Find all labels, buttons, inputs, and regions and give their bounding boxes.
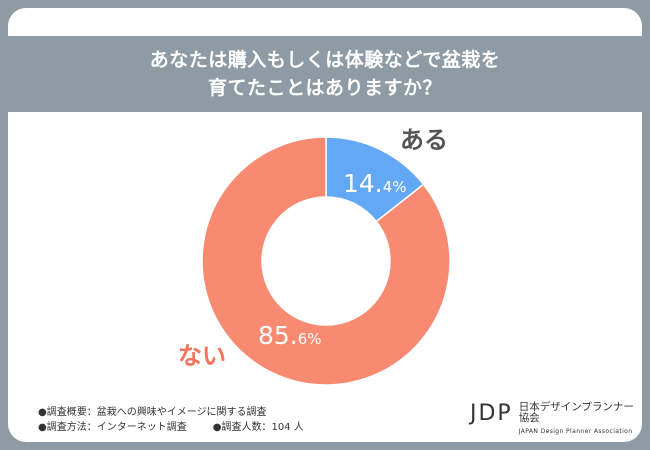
jdp-logo: JDP 日本デザインプランナー協会 JAPAN Design Planner A… xyxy=(470,402,642,437)
logo-mark: JDP xyxy=(470,401,513,426)
chart-title-line-2: 育てたことはありますか？ xyxy=(207,77,442,99)
value-label-1: 14.4% xyxy=(343,169,407,198)
survey-respondents: ●調査人数：104 人 xyxy=(212,422,304,433)
chart-title-line-1: あなたは購入もしくは体験などで盆栽を xyxy=(149,49,501,71)
chart-card: あなたは購入もしくは体験などで盆栽を 育てたことはありますか？ 14.4% 85.… xyxy=(8,8,642,442)
survey-summary: ●調査概要：盆栽への興味やイメージに関する調査 xyxy=(38,407,267,418)
title-bar: あなたは購入もしくは体験などで盆栽を 育てたことはありますか？ xyxy=(8,36,642,112)
donut-slice-2 xyxy=(201,136,451,386)
survey-footer: ●調査概要：盆栽への興味やイメージに関する調査 ●調査方法：インターネット調査 … xyxy=(38,405,304,435)
value-label-2: 85.6% xyxy=(258,321,322,350)
logo-name-jp: 日本デザインプランナー協会 xyxy=(518,401,634,424)
survey-method: ●調査方法：インターネット調査 xyxy=(38,422,187,433)
category-label-1: ある xyxy=(400,126,448,154)
logo-name-en: JAPAN Design Planner Association xyxy=(518,428,633,435)
category-label-2: ない xyxy=(178,342,226,370)
